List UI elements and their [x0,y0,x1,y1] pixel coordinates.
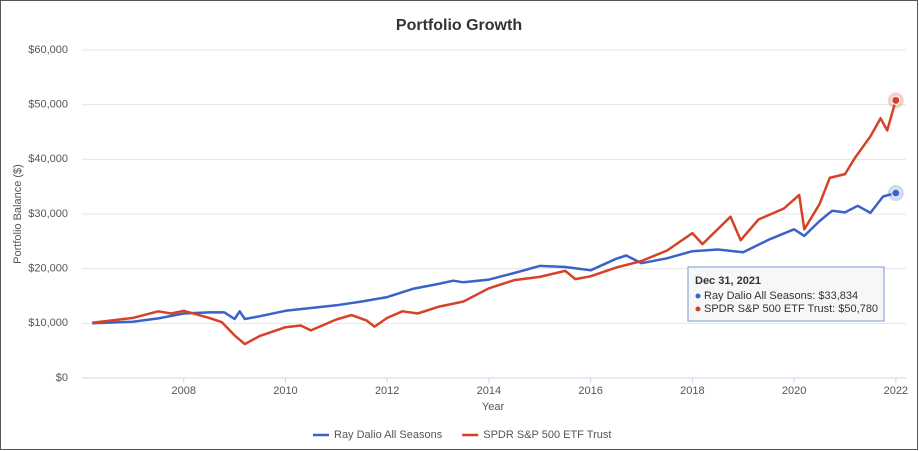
x-tick-label: 2014 [477,385,501,397]
x-tick-label: 2012 [375,385,399,397]
legend: Ray Dalio All Seasons SPDR S&P 500 ETF Tr… [313,429,611,441]
y-tick-label: $30,000 [28,208,68,220]
y-tick-label: $10,000 [28,317,68,329]
tooltip-bullet [695,306,701,312]
y-tick-label: $50,000 [28,99,68,111]
chart-title: Portfolio Growth [396,17,522,34]
x-tick-label: 2018 [680,385,704,397]
legend-item[interactable]: Ray Dalio All Seasons [313,429,443,441]
series-line [92,191,897,325]
y-tick-label: $0 [56,372,68,384]
x-tick-label: 2008 [171,385,195,397]
x-tick-label: 2020 [782,385,806,397]
series-line [92,100,898,346]
x-tick-label: 2010 [273,385,297,397]
legend-item[interactable]: SPDR S&P 500 ETF Trust [462,429,611,441]
legend-label: Ray Dalio All Seasons [334,429,443,441]
tooltip-item: SPDR S&P 500 ETF Trust: $50,780 [704,303,878,315]
x-tick-label: 2022 [884,385,908,397]
tooltip-bullet [695,293,701,299]
end-marker [891,95,901,105]
y-axis-label: Portfolio Balance ($) [12,164,24,264]
x-tick-label: 2016 [578,385,602,397]
y-tick-label: $60,000 [28,44,68,56]
legend-label: SPDR S&P 500 ETF Trust [483,429,611,441]
tooltip: Dec 31, 2021 Ray Dalio All Seasons: $33,8… [687,266,885,322]
tooltip-box [687,266,885,322]
x-axis-label: Year [482,401,505,413]
tooltip-title: Dec 31, 2021 [695,275,761,287]
end-marker [891,188,901,198]
y-tick-label: $20,000 [28,263,68,275]
tooltip-item: Ray Dalio All Seasons: $33,834 [704,290,858,302]
y-tick-label: $40,000 [28,153,68,165]
